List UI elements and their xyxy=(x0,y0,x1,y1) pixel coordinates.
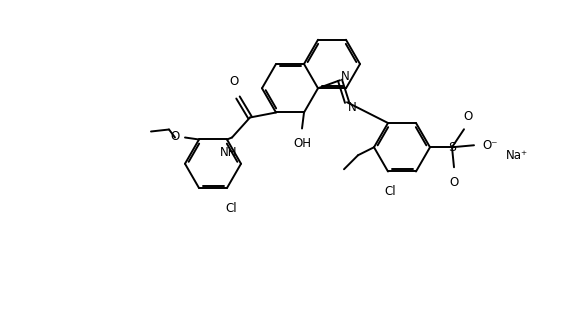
Text: S: S xyxy=(448,141,456,154)
Text: Cl: Cl xyxy=(225,202,237,215)
Text: N: N xyxy=(347,101,357,114)
Text: O: O xyxy=(449,176,458,189)
Text: O: O xyxy=(229,76,239,89)
Text: Cl: Cl xyxy=(384,186,396,198)
Text: O: O xyxy=(171,130,180,143)
Text: OH: OH xyxy=(293,138,311,150)
Text: O: O xyxy=(464,110,473,123)
Text: Na⁺: Na⁺ xyxy=(506,149,528,162)
Text: N: N xyxy=(340,70,349,83)
Text: O⁻: O⁻ xyxy=(482,139,498,152)
Text: NH: NH xyxy=(220,147,238,159)
